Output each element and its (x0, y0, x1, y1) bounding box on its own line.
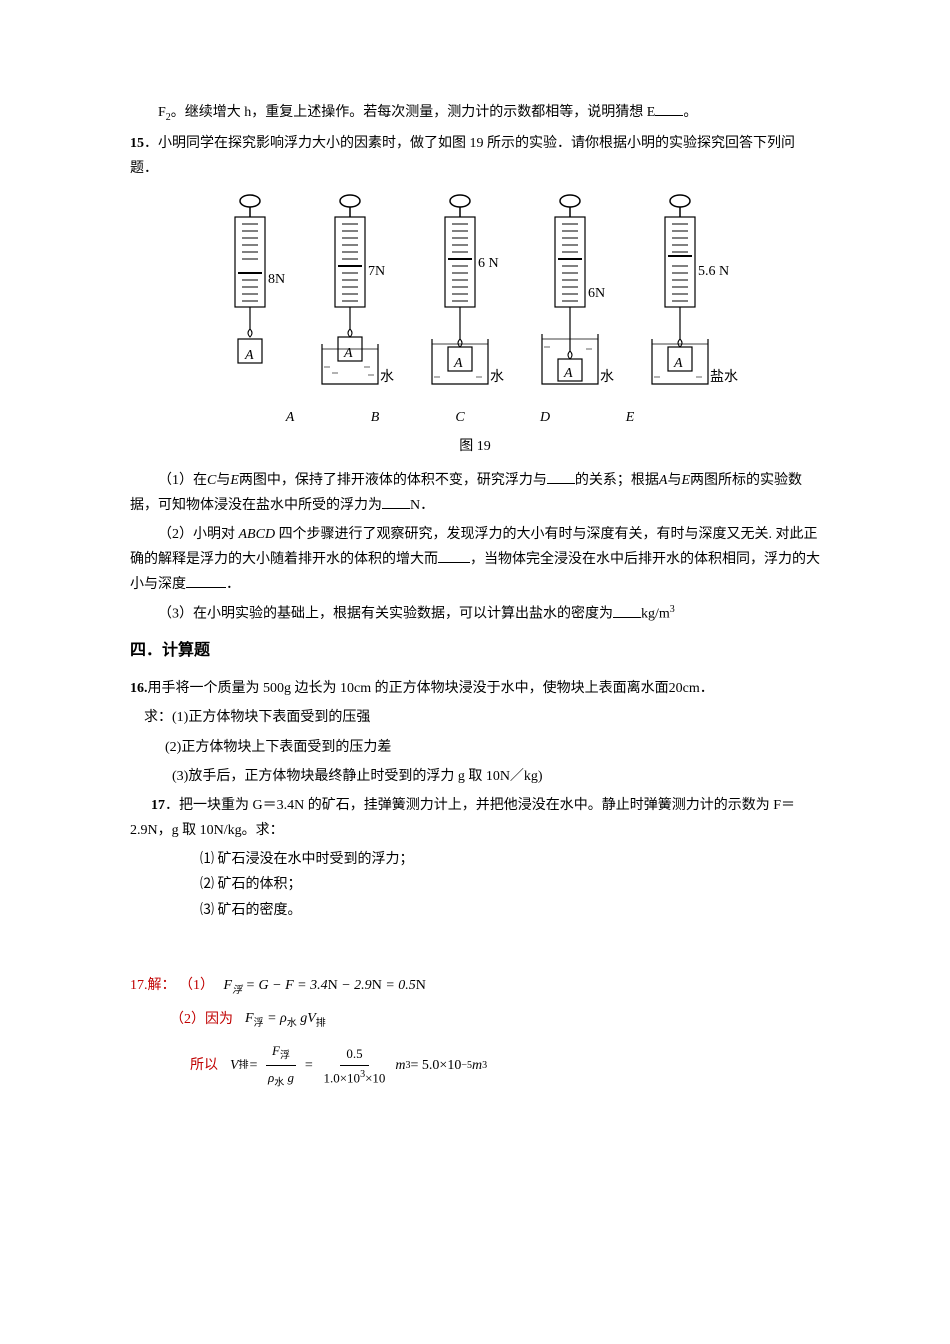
scale-b: 7N A 水 (310, 189, 400, 399)
solution-step3: 所以 V排 = F浮 ρ水 g = 0.5 1.0×103×10 m3 = 5.… (190, 1039, 820, 1093)
q16-num: 16. (130, 681, 148, 696)
q17-sub1: ⑴ 矿石浸没在水中时受到的浮力； (200, 847, 820, 872)
block-d-label: A (564, 361, 573, 386)
q15-p2: （2）小明对 ABCD 四个步骤进行了观察研究，发现浮力的大小有时与深度有关，有… (130, 522, 820, 598)
top-fragment: F2。继续增大 h，重复上述操作。若每次测量，测力计的示数都相等，说明猜想 E 。 (130, 100, 820, 127)
sol-step1-label: （1） (179, 978, 214, 993)
reading-a: 8N (268, 267, 285, 292)
label-a: A (280, 405, 300, 430)
f2-label: F2 (158, 105, 171, 120)
q15-p1: （1）在C与E两图中，保持了排开液体的体积不变，研究浮力与的关系；根据A与E两图… (130, 468, 820, 518)
figure-19: 8N A 7 (130, 189, 820, 459)
sol-step2-label: （2）因为 (170, 1007, 233, 1032)
eq1: F浮 = G − F = 3.4N − 2.9N = 0.5N (224, 978, 426, 993)
section-4-title: 四．计算题 (130, 637, 820, 666)
block-a-label: A (245, 343, 254, 368)
figure-caption: 图 19 (459, 434, 491, 459)
scale-d: 6N A 水 (530, 189, 620, 399)
q16-ask1: 求：(1)正方体物块下表面受到的压强 (130, 705, 820, 730)
blank-4 (186, 574, 226, 588)
liquid-c: 水 (490, 365, 504, 390)
sol-label: 17.解： (130, 978, 176, 993)
reading-e: 5.6 N (698, 259, 729, 284)
eq3: V排 = F浮 ρ水 g = 0.5 1.0×103×10 m3 = 5.0×1… (230, 1039, 487, 1093)
scale-labels: A B C D E (280, 405, 640, 430)
q17-num: 17 (151, 798, 165, 813)
q15-p1-a: （1）在 (158, 473, 207, 488)
scale-e: 5.6 N A 盐水 (640, 189, 740, 399)
q17-sub2: ⑵ 矿石的体积； (200, 872, 820, 897)
q16-ask2: (2)正方体物块上下表面受到的压力差 (130, 735, 820, 760)
blank-5 (613, 604, 641, 618)
label-c: C (450, 405, 470, 430)
reading-b: 7N (368, 259, 385, 284)
scale-a: 8N A (210, 189, 290, 399)
label-d: D (535, 405, 555, 430)
blank-e (655, 102, 683, 116)
label-b: B (365, 405, 385, 430)
top-end: 。 (683, 105, 697, 120)
reading-d: 6N (588, 281, 605, 306)
q15-intro: 15．小明同学在探究影响浮力大小的因素时，做了如图 19 所示的实验．请你根据小… (130, 131, 820, 181)
block-e-label: A (674, 351, 683, 376)
q17-intro: 17．把一块重为 G＝3.4N 的矿石，挂弹簧测力计上，并把他浸没在水中。静止时… (130, 793, 820, 843)
q15-intro-text: ．小明同学在探究影响浮力大小的因素时，做了如图 19 所示的实验．请你根据小明的… (130, 136, 795, 176)
liquid-e: 盐水 (710, 365, 738, 390)
q16-text: 用手将一个质量为 500g 边长为 10cm 的正方体物块浸没于水中，使物块上表… (148, 681, 714, 696)
q17-text: ．把一块重为 G＝3.4N 的矿石，挂弹簧测力计上，并把他浸没在水中。静止时弹簧… (130, 798, 795, 838)
block-b-label: A (344, 341, 353, 366)
reading-c: 6 N (478, 251, 499, 276)
blank-3 (438, 549, 470, 563)
liquid-d: 水 (600, 365, 614, 390)
label-e: E (620, 405, 640, 430)
blank-1 (547, 470, 575, 484)
q15-p1-e: E (230, 473, 239, 488)
q16-intro: 16.用手将一个质量为 500g 边长为 10cm 的正方体物块浸没于水中，使物… (130, 676, 820, 701)
q17-sub3: ⑶ 矿石的密度。 (200, 898, 820, 923)
q15-p3: （3）在小明实验的基础上，根据有关实验数据，可以计算出盐水的密度为kg/m3 (130, 601, 820, 627)
solution-step1: 17.解： （1） F浮 = G − F = 3.4N − 2.9N = 0.5… (130, 973, 820, 1000)
top-text: 。继续增大 h，重复上述操作。若每次测量，测力计的示数都相等，说明猜想 E (171, 105, 656, 120)
sol-step3-label: 所以 (190, 1053, 218, 1078)
q16-ask3: (3)放手后，正方体物块最终静止时受到的浮力 g 取 10N／kg) (130, 764, 820, 789)
blank-2 (382, 495, 410, 509)
scales-row: 8N A 7 (210, 189, 740, 399)
eq2: F浮 = ρ水 gV排 (245, 1006, 326, 1033)
block-c-label: A (454, 351, 463, 376)
liquid-b: 水 (380, 365, 394, 390)
solution-step2: （2）因为 F浮 = ρ水 gV排 (170, 1006, 820, 1033)
q15-p1-c: C (207, 473, 216, 488)
q15-num: 15 (130, 136, 144, 151)
scale-c: 6 N A 水 (420, 189, 510, 399)
